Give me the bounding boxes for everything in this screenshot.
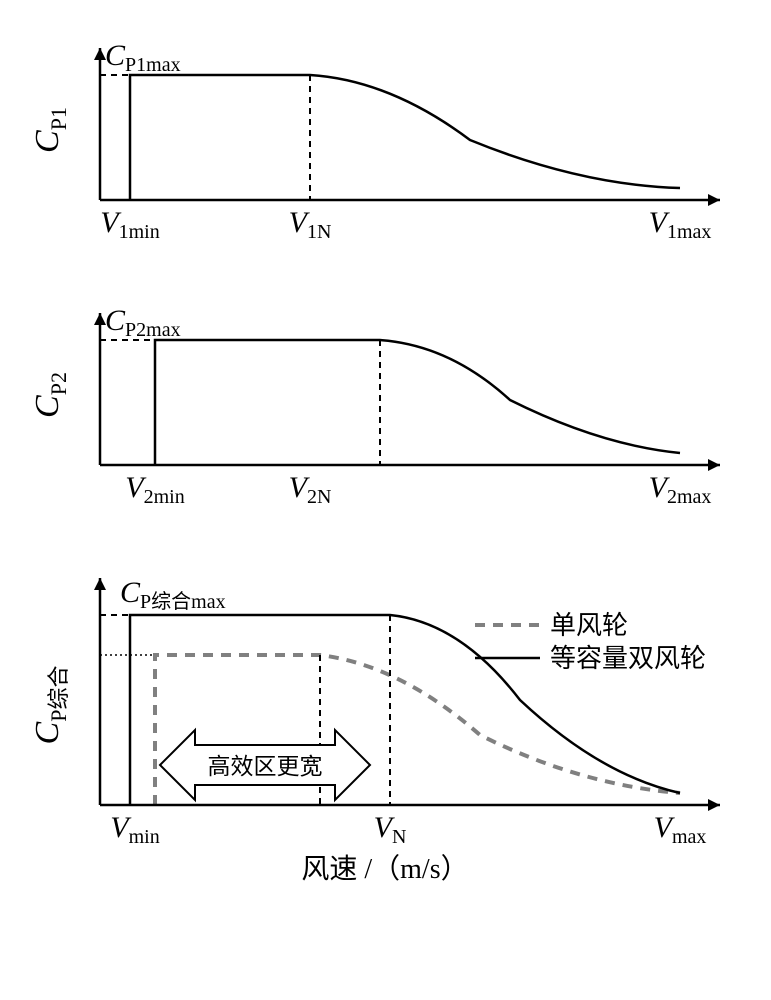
panel1-vmin-label: V1min [100, 206, 159, 243]
panel2-ylabel: CP2 [29, 372, 71, 418]
panel3-cpmax-label: CP综合max [120, 576, 226, 613]
panel3-vmax-label: Vmax [654, 811, 707, 848]
panel1-vmax-label: V1max [649, 206, 712, 243]
panel3-arrow-text: 高效区更宽 [208, 754, 323, 779]
panel3-vn-label: VN [374, 811, 407, 848]
panel3-svg: CP综合 CP综合max 高效区更宽 [20, 550, 751, 895]
panel3-vmin-label: Vmin [110, 811, 159, 848]
panel3-ylabel: CP综合 [29, 666, 71, 745]
panel3-legend: 单风轮 等容量双风轮 [475, 611, 706, 673]
panel2-cpmax-label: CP2max [105, 304, 181, 341]
panel2-curve [155, 340, 680, 465]
panel3-yaxis-arrow [94, 578, 106, 590]
panel2-svg: CP2 CP2max V2min V2N V2max [20, 285, 751, 520]
panel1-ylabel: CP1 [29, 107, 71, 153]
legend-dual-label: 等容量双风轮 [550, 644, 706, 673]
panel1-vn-label: V1N [289, 206, 332, 243]
figure-container: CP1 CP1max V1min V1N [20, 20, 751, 895]
panel-cp2: CP2 CP2max V2min V2N V2max [20, 285, 751, 520]
panel3-xaxis-label: 风速 /（m/s） [301, 853, 468, 885]
panel-cp1: CP1 CP1max V1min V1N [20, 20, 751, 255]
panel3-xaxis-arrow [708, 799, 720, 811]
panel2-vmax-label: V2max [649, 471, 712, 508]
panel1-curve [130, 75, 680, 200]
panel2-xaxis-arrow [708, 459, 720, 471]
panel3-wider-arrow: 高效区更宽 [160, 730, 370, 800]
panel2-vmin-label: V2min [125, 471, 184, 508]
panel2-vn-label: V2N [289, 471, 332, 508]
panel1-xaxis-arrow [708, 194, 720, 206]
panel1-svg: CP1 CP1max V1min V1N [20, 20, 751, 255]
panel-cp-combined: CP综合 CP综合max 高效区更宽 [20, 550, 751, 895]
legend-single-label: 单风轮 [550, 611, 628, 640]
panel1-cpmax-label: CP1max [105, 39, 181, 76]
